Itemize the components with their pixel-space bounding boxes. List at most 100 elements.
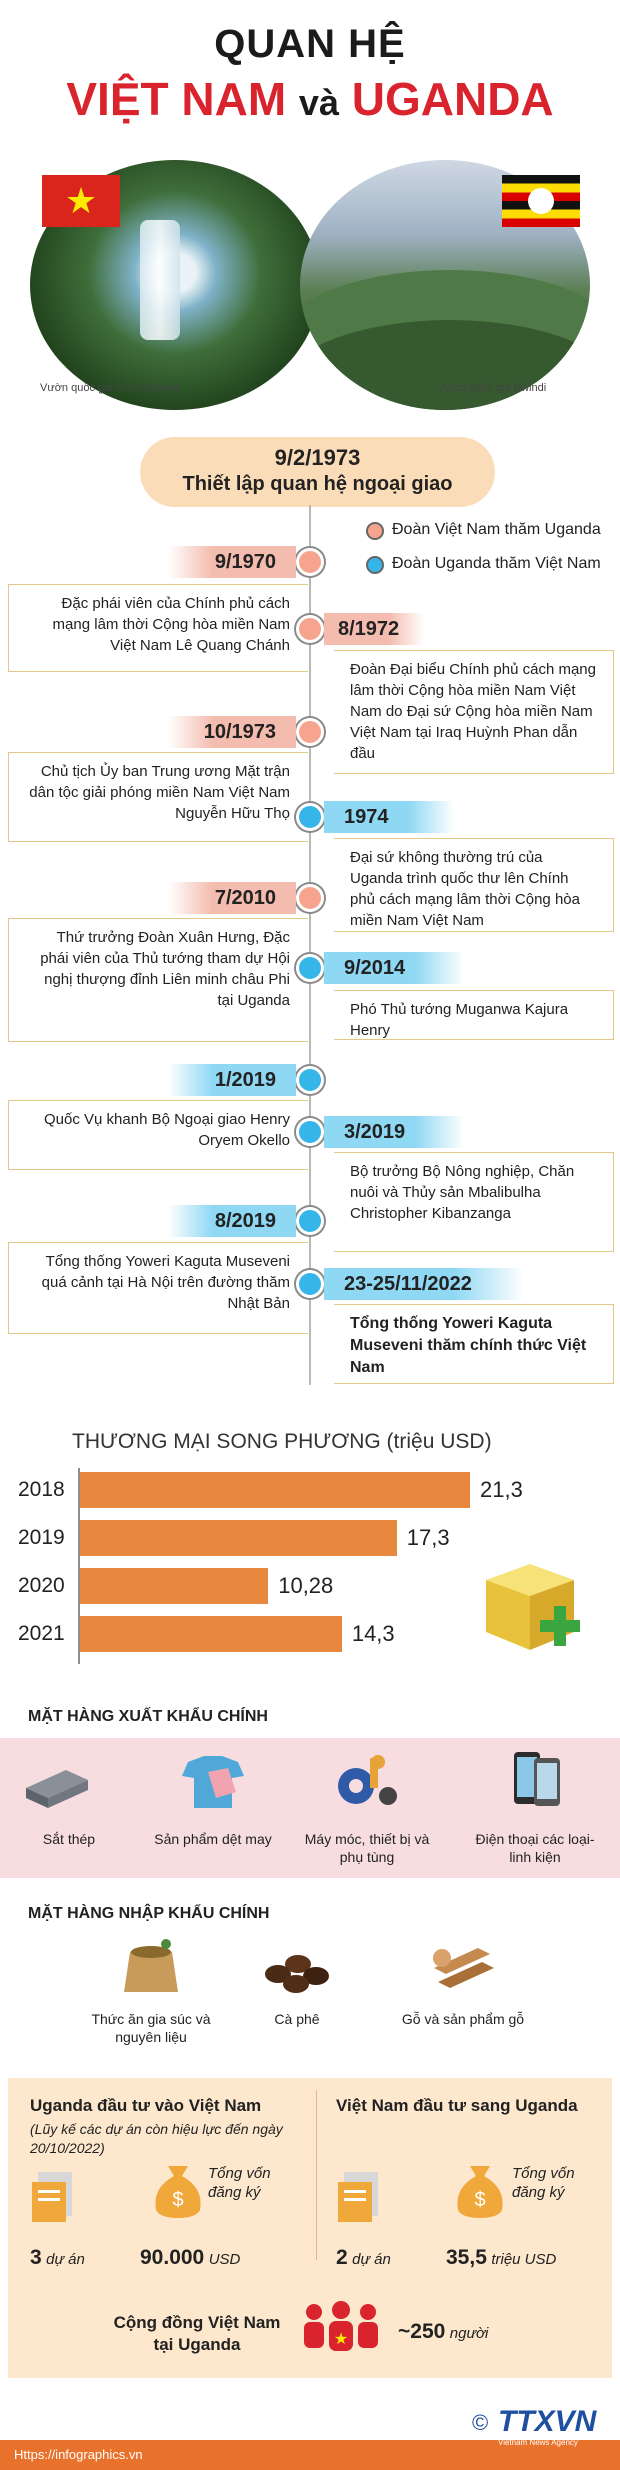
legend-ug-dot-icon — [366, 556, 384, 574]
package-box-icon — [478, 1550, 583, 1660]
timeline-entry: Chủ tịch Ủy ban Trung ương Mặt trận dân … — [8, 752, 308, 842]
svg-text:★: ★ — [334, 2329, 348, 2348]
establishment-banner: 9/2/1973 Thiết lập quan hệ ngoại giao — [140, 437, 495, 507]
export-item-label: Sắt thép — [42, 1831, 96, 1847]
timeline-entry: Đại sứ không thường trú của Uganda trình… — [334, 838, 614, 932]
year-label: 2018 — [18, 1478, 65, 1501]
gear-machine-icon — [330, 1752, 400, 1810]
timeline-entry: Bộ trưởng Bộ Nông nghiệp, Chăn nuôi và T… — [334, 1152, 614, 1252]
bwindi-photo — [300, 160, 590, 410]
ttxvn-logo: TTXVN — [498, 2405, 597, 2438]
legend-ug-label: Đoàn Uganda thăm Việt Nam — [392, 555, 601, 572]
establishment-text: Thiết lập quan hệ ngoại giao — [182, 473, 453, 495]
vn-invest-title: Việt Nam đầu tư sang Uganda — [336, 2096, 578, 2115]
tshirt-icon — [178, 1752, 248, 1810]
timeline-node — [296, 548, 324, 576]
timeline-node — [296, 1066, 324, 1094]
title-line-2: VIỆT NAM và UGANDA — [0, 72, 620, 126]
document-icon — [30, 2170, 78, 2229]
timeline-date: 1/2019 — [168, 1064, 296, 1096]
investment-divider — [316, 2090, 317, 2260]
timeline-date: 23-25/11/2022 — [324, 1268, 524, 1300]
timeline-entry: Đặc phái viên của Chính phủ cách mạng lâ… — [8, 584, 308, 672]
coffee-beans-icon — [262, 1940, 332, 1998]
right-photo-caption: Vườn quốc gia Bwindi — [438, 382, 547, 394]
timeline-date: 1974 — [324, 801, 454, 833]
vietnam-flag-icon: ★ — [42, 175, 120, 227]
import-item-label: Cà phê — [274, 2011, 320, 2027]
title-uganda: UGANDA — [351, 73, 554, 125]
money-bag-icon: $ — [150, 2158, 206, 2225]
timeline-node — [296, 615, 324, 643]
legend-vn-dot-icon — [366, 522, 384, 540]
exports-title: MẶT HÀNG XUẤT KHẨU CHÍNH — [28, 1708, 268, 1725]
money-bag-icon: $ — [452, 2158, 508, 2225]
trade-bar — [80, 1472, 470, 1508]
svg-text:$: $ — [474, 2189, 485, 2211]
ridge-shape — [300, 320, 590, 410]
vn-capital-label: Tổng vốn đăng ký — [512, 2165, 575, 2201]
steel-beam-icon — [22, 1758, 92, 1816]
feed-sack-icon — [116, 1938, 186, 1996]
vn-projects: 2 dự án — [336, 2246, 391, 2269]
svg-text:$: $ — [172, 2189, 183, 2211]
footer-url[interactable]: Https://infographics.vn — [14, 2447, 143, 2462]
export-item-label: Điện thoại các loại-linh kiện — [475, 1831, 595, 1865]
title-vietnam: VIỆT NAM — [66, 73, 287, 125]
year-label: 2021 — [18, 1622, 65, 1645]
uganda-flag-icon — [502, 175, 580, 227]
chart-axis — [78, 1468, 80, 1664]
community-count: ~250 người — [398, 2320, 489, 2343]
ug-invest-note: (Lũy kế các dự án còn hiệu lực đến ngày … — [30, 2121, 283, 2156]
timeline-entry: Quốc Vụ khanh Bộ Ngoại giao Henry Oryem … — [8, 1100, 308, 1170]
timeline-entry: Thứ trưởng Đoàn Xuân Hưng, Đặc phái viên… — [8, 918, 308, 1042]
copyright-icon: © — [472, 2410, 489, 2435]
left-photo-caption: Vườn quốc gia Cúc Phương — [40, 382, 179, 394]
waterfall-shape — [140, 220, 180, 340]
logo-subtitle: Vietnam News Agency — [498, 2438, 578, 2447]
community-label: Cộng đồng Việt Nam tại Uganda — [113, 2313, 281, 2354]
export-item-label: Sản phẩm dệt may — [154, 1831, 272, 1847]
timeline-date: 3/2019 — [324, 1116, 464, 1148]
imports-title: MẶT HÀNG NHẬP KHẨU CHÍNH — [28, 1905, 270, 1922]
timeline-node — [296, 803, 324, 831]
import-item-label: Gỗ và sản phẩm gỗ — [401, 2011, 525, 2027]
document-icon — [336, 2170, 384, 2229]
ug-invest-title: Uganda đầu tư vào Việt Nam — [30, 2096, 262, 2115]
timeline-entry: Đoàn Đại biểu Chính phủ cách mạng lâm th… — [334, 650, 614, 774]
title-and: và — [298, 82, 339, 123]
timeline-node — [296, 954, 324, 982]
timeline-date: 7/2010 — [168, 882, 296, 914]
chart-title: THƯƠNG MẠI SONG PHƯƠNG (triệu USD) — [72, 1430, 492, 1453]
timeline-node — [296, 884, 324, 912]
bar-value-label: 10,28 — [278, 1573, 334, 1598]
timeline-entry: Tổng thống Yoweri Kaguta Museveni quá cả… — [8, 1242, 308, 1334]
people-group-icon: ★ — [298, 2300, 384, 2371]
timeline-date: 9/1970 — [168, 546, 296, 578]
ug-projects: 3 dự án — [30, 2246, 85, 2269]
timeline-entry: Phó Thủ tướng Muganwa Kajura Henry — [334, 990, 614, 1040]
export-item-label: Máy móc, thiết bị và phụ tùng — [304, 1831, 430, 1865]
title-line-1: QUAN HỆ — [214, 22, 406, 66]
legend-vn-label: Đoàn Việt Nam thăm Uganda — [392, 521, 601, 538]
bar-value-label: 17,3 — [406, 1525, 450, 1550]
trade-bar — [80, 1616, 342, 1652]
timeline-date: 10/1973 — [168, 716, 296, 748]
timeline-date: 9/2014 — [324, 952, 464, 984]
trade-bar — [80, 1520, 397, 1556]
footer-bar — [0, 2440, 620, 2470]
trade-bar — [80, 1568, 269, 1604]
year-label: 2019 — [18, 1526, 65, 1549]
import-item-label: Thức ăn gia súc và nguyên liệu — [91, 2011, 211, 2045]
bar-value-label: 21,3 — [480, 1477, 523, 1502]
ug-capital: 90.000 USD — [140, 2246, 241, 2269]
vn-capital: 35,5 triệu USD — [446, 2246, 557, 2269]
timeline-date: 8/1972 — [324, 613, 424, 645]
timeline-node — [296, 1207, 324, 1235]
timeline-axis — [309, 505, 311, 1385]
smartphone-icon — [500, 1750, 570, 1808]
bar-value-label: 14,3 — [351, 1621, 395, 1646]
timeline-entry: Tổng thống Yoweri Kaguta Museveni thăm c… — [334, 1304, 614, 1384]
establishment-date: 9/2/1973 — [274, 445, 361, 470]
timeline-date: 8/2019 — [168, 1205, 296, 1237]
